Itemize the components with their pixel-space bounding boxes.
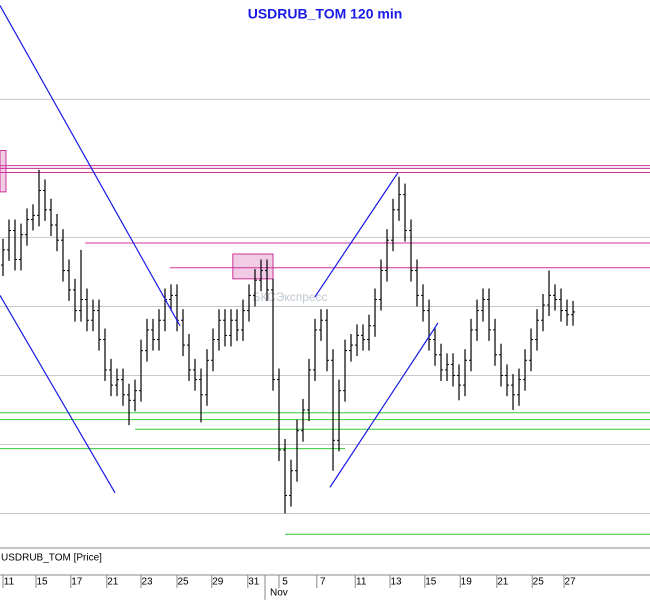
trend-line bbox=[0, 5, 181, 327]
x-tick-label: 25 bbox=[177, 577, 189, 588]
x-tick-label: 11 bbox=[4, 577, 15, 588]
trend-line bbox=[0, 295, 116, 494]
x-tick-label: 15 bbox=[36, 577, 48, 588]
x-tick-label: 5 bbox=[282, 577, 288, 588]
x-tick-label: 13 bbox=[390, 577, 402, 588]
x-tick-label: 25 bbox=[533, 577, 545, 588]
x-tick-label: 15 bbox=[425, 577, 437, 588]
x-tick-label: 7 bbox=[320, 577, 326, 588]
x-tick-label: 11 bbox=[356, 577, 367, 588]
x-tick-label: 31 bbox=[248, 577, 260, 588]
x-tick-label: 27 bbox=[564, 577, 576, 588]
trend-line bbox=[329, 322, 439, 488]
chart-title: USDRUB_TOM 120 min bbox=[248, 6, 403, 22]
zone-box bbox=[0, 149, 7, 193]
x-tick-label: 23 bbox=[141, 577, 153, 588]
x-tick-label: 21 bbox=[107, 577, 119, 588]
legend-entry: USDRUB_TOM [Price] bbox=[1, 553, 102, 564]
x-tick-label: 21 bbox=[497, 577, 509, 588]
plot-area: БКСЭкспресс bbox=[0, 5, 650, 535]
x-tick-label: 29 bbox=[212, 577, 224, 588]
watermark: БКСЭкспресс bbox=[252, 290, 327, 304]
trend-line bbox=[314, 172, 399, 298]
zone-box bbox=[232, 253, 274, 280]
x-tick-label: 17 bbox=[71, 577, 83, 588]
x-tick-label: 19 bbox=[461, 577, 473, 588]
x-major-label: Nov bbox=[270, 588, 288, 599]
